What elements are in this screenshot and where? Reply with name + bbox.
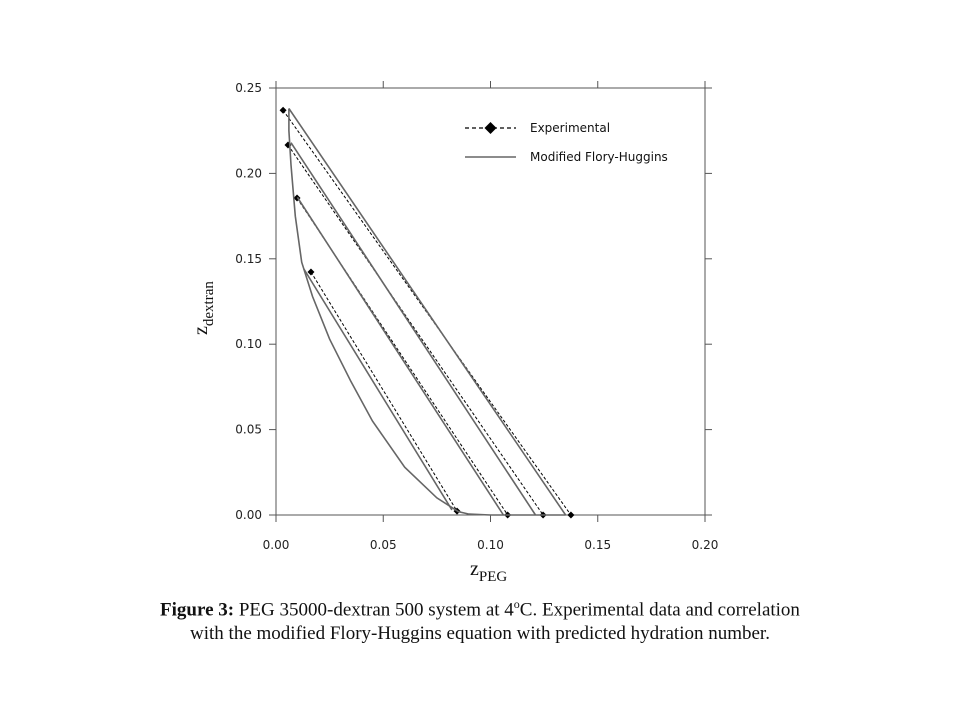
caption-line: Figure 3: PEG 35000-dextran 500 system a… — [80, 592, 880, 622]
caption-text: PEG 35000-dextran 500 system at 4 — [234, 599, 514, 621]
y-tick-label: 0.10 — [235, 337, 262, 351]
legend-label: Experimental — [530, 121, 610, 135]
caption-line: with the modified Flory-Huggins equation… — [190, 623, 770, 645]
y-axis-title: zdextran — [190, 281, 217, 335]
y-tick-label: 0.00 — [235, 508, 262, 522]
y-axis-symbol: z — [190, 326, 212, 335]
legend-label: Modified Flory-Huggins — [530, 150, 668, 164]
y-tick-label: 0.25 — [235, 81, 262, 95]
caption-text: C. Experimental data and correlation — [519, 599, 800, 621]
y-tick-label: 0.05 — [235, 423, 262, 437]
series-line — [296, 197, 509, 516]
y-axis-subscript: dextran — [201, 281, 217, 326]
y-tick-label: 0.20 — [235, 166, 262, 180]
caption-sup: o — [513, 597, 520, 611]
series-line — [310, 271, 458, 512]
series-line — [288, 108, 566, 516]
x-tick-label: 0.10 — [477, 538, 504, 552]
y-tick-label: 0.15 — [235, 252, 262, 266]
caption-label: Figure 3: — [160, 599, 235, 621]
series-line — [290, 142, 537, 516]
x-tick-label: 0.05 — [370, 538, 397, 552]
data-point — [279, 106, 287, 114]
x-tick-label: 0.00 — [263, 538, 290, 552]
data-point — [567, 511, 575, 519]
x-tick-label: 0.15 — [584, 538, 611, 552]
legend-marker — [484, 122, 497, 134]
series-line — [288, 108, 567, 516]
series-line — [303, 268, 453, 511]
series-line — [282, 109, 572, 516]
series-line — [296, 196, 505, 516]
x-axis-symbol: z — [470, 558, 479, 580]
data-point — [307, 268, 315, 276]
x-axis-title: zPEG — [470, 558, 507, 585]
x-tick-label: 0.20 — [692, 538, 719, 552]
caption: Figure 3: PEG 35000-dextran 500 system a… — [80, 592, 880, 646]
x-axis-subscript: PEG — [479, 569, 508, 585]
